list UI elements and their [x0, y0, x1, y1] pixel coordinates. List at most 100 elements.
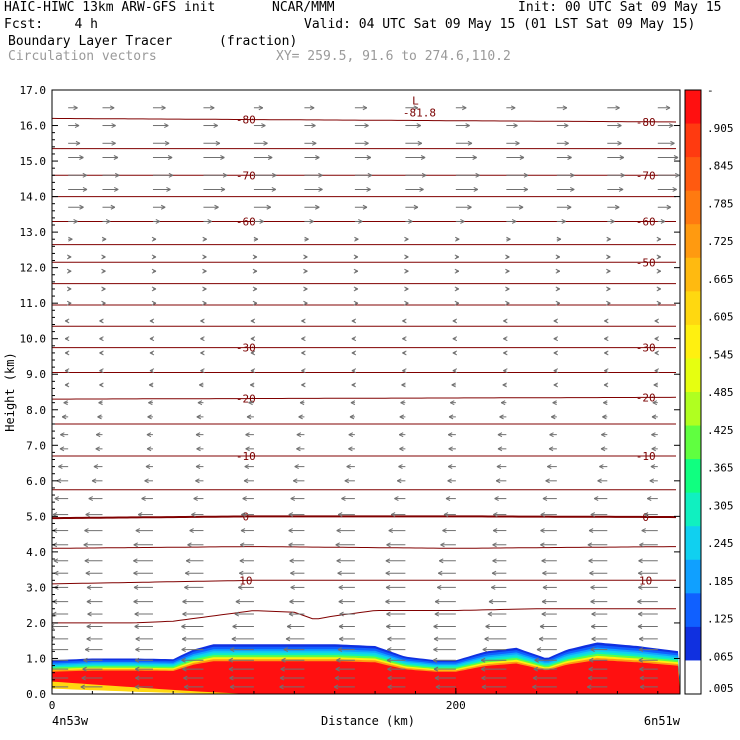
wind-vector [68, 236, 73, 242]
wind-vector [591, 636, 608, 642]
wind-vector [135, 666, 153, 672]
wind-vector [353, 254, 359, 260]
wind-vector [400, 400, 406, 406]
wind-vector [433, 624, 456, 629]
wind-vector [182, 611, 204, 617]
wind-vector [553, 350, 559, 356]
wind-vector [553, 336, 559, 342]
wind-vector [555, 286, 561, 292]
field-name: Boundary Layer Tracer [8, 34, 173, 49]
plot-title-model: HAIC-HIWC 13km ARW-GFS init [4, 0, 216, 15]
wind-vector [68, 204, 84, 210]
contour-label: -10 [636, 450, 656, 463]
wind-vector [250, 318, 256, 324]
wind-vector [52, 659, 69, 661]
wind-vector [151, 254, 157, 260]
wind-vector [303, 286, 308, 292]
wind-vector [248, 400, 254, 406]
wind-vector [102, 140, 116, 146]
wind-vector [351, 368, 357, 374]
y-tick-label: 4.0 [26, 546, 46, 559]
wind-vector [354, 155, 372, 160]
y-tick-label: 16.0 [20, 120, 47, 133]
wind-vector [532, 684, 557, 690]
wind-vector [152, 204, 166, 210]
minimum-marker-layer: L-81.8 [403, 95, 436, 120]
wind-vector [496, 464, 507, 470]
wind-vector [144, 478, 153, 484]
wind-vector [657, 155, 679, 160]
wind-vector [299, 400, 305, 406]
wind-vector [639, 542, 658, 548]
wind-vector [455, 172, 480, 178]
wind-vector [638, 558, 658, 564]
wind-vector [402, 368, 407, 374]
wind-vector [607, 172, 625, 178]
contour-label: -20 [236, 393, 256, 406]
wind-vector [447, 464, 456, 470]
wind-vector [351, 318, 357, 324]
wind-vector [638, 647, 658, 653]
wind-vector [656, 254, 662, 260]
wind-vector [607, 123, 622, 128]
wind-vector [646, 496, 658, 502]
wind-vector [506, 140, 520, 146]
wind-vector [200, 318, 205, 324]
wind-vector [386, 657, 406, 663]
contour-label: 10 [639, 574, 652, 587]
wind-vector [606, 268, 611, 274]
y-tick-label: 0.0 [26, 688, 46, 701]
wind-vector [638, 657, 658, 663]
wind-vector [101, 268, 106, 274]
wind-vector [85, 512, 103, 518]
wind-vector [506, 204, 524, 210]
wind-vector [181, 636, 204, 642]
x-axis-title: Distance (km) [321, 714, 415, 728]
wind-vector [298, 414, 305, 420]
wind-vector [234, 611, 254, 617]
wind-vector [547, 464, 557, 470]
wind-vector [651, 446, 658, 452]
wind-vector [334, 675, 355, 681]
wind-vector [196, 446, 204, 452]
y-tick-label: 6.0 [26, 475, 46, 488]
wind-vector [183, 684, 204, 690]
contour-label: 0 [243, 510, 250, 523]
wind-vector [147, 414, 153, 420]
colorbar-label: .785 [707, 197, 734, 210]
wind-vector [184, 584, 204, 590]
wind-vector [86, 599, 103, 605]
colorbar-swatch [685, 123, 701, 158]
wind-vector [402, 336, 407, 342]
wind-vector [607, 219, 615, 224]
wind-vector [487, 611, 507, 617]
wind-vector [447, 478, 456, 484]
wind-vector [493, 512, 507, 518]
wind-vector [135, 528, 153, 534]
y-tick-label: 5.0 [26, 510, 46, 523]
wind-vector [654, 368, 660, 374]
wind-vector [152, 172, 174, 178]
wind-vector [494, 496, 507, 502]
contour-label: -60 [636, 215, 656, 228]
x-end-location: 6n51w [644, 714, 681, 728]
wind-vector [603, 400, 608, 406]
wind-vector [97, 414, 103, 420]
wind-vector [281, 657, 305, 663]
wind-vector [149, 350, 155, 356]
wind-vector [66, 268, 72, 274]
colorbar-frame [684, 89, 702, 695]
y-tick-label: 7.0 [26, 439, 46, 452]
wind-vector [394, 496, 406, 502]
wind-vector [637, 570, 658, 576]
wind-vector [52, 686, 69, 688]
wind-vector [141, 496, 153, 502]
wind-vector [102, 172, 120, 178]
wind-vector [203, 105, 215, 111]
wind-vector [66, 286, 72, 292]
wind-vector [657, 219, 666, 224]
wind-vector [492, 542, 507, 548]
wind-vector [59, 446, 69, 452]
wind-vector [301, 318, 306, 324]
wind-vector [187, 542, 204, 548]
